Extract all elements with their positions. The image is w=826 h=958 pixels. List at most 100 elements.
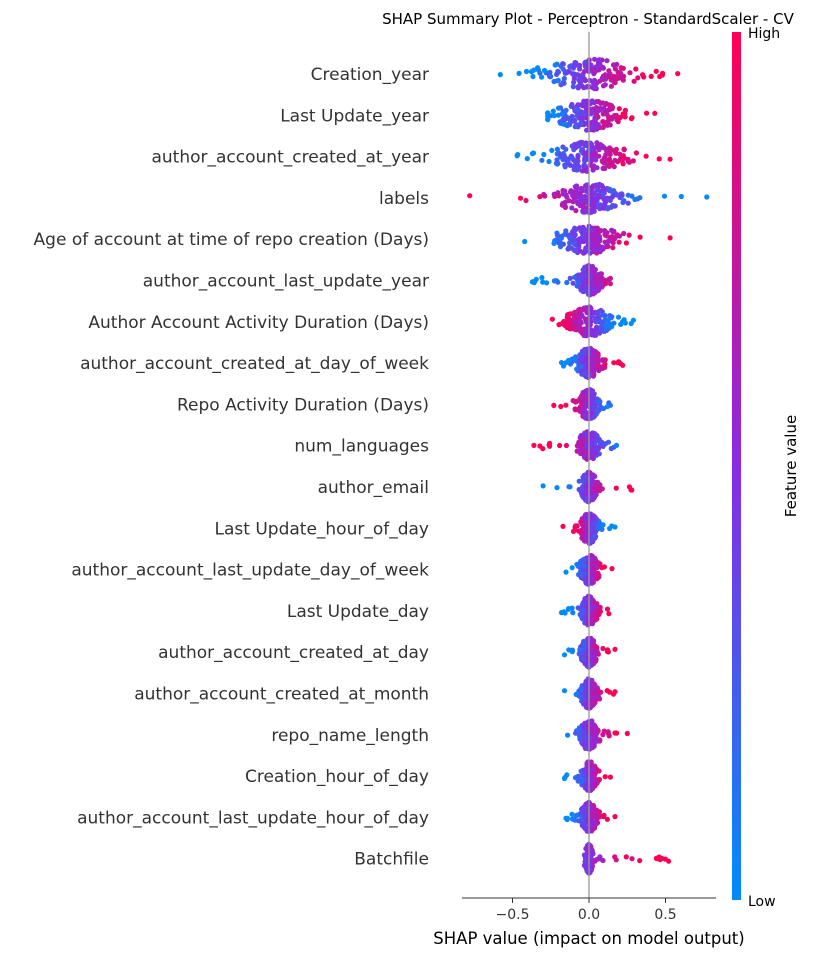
shap-point [580,697,586,703]
shap-point [606,163,612,169]
shap-point [592,192,599,198]
shap-point [572,188,578,194]
shap-point [583,579,589,585]
feature-points [558,593,612,628]
shap-point [627,70,633,76]
shap-point [578,357,584,363]
shap-point [583,227,590,233]
colorbar-label: Feature value [782,415,800,517]
shap-point [595,357,601,364]
shap-point [589,578,595,584]
shap-point [590,487,597,493]
shap-point [537,194,543,200]
shap-point [570,280,576,286]
shap-point [593,182,599,189]
shap-point [589,389,595,395]
shap-point [540,446,546,452]
feature-points [531,429,620,462]
shap-point [611,79,617,85]
shap-point [604,122,611,128]
shap-point [607,525,613,532]
shap-point [563,442,570,449]
shap-point [578,488,584,494]
shap-point [621,146,627,152]
shap-point [580,557,586,563]
feature-label: author_account_created_at_day [158,643,429,663]
shap-point [567,484,573,490]
shap-point [584,449,590,455]
shap-point [599,439,605,445]
shap-point [653,68,659,74]
shap-point [576,478,582,484]
shap-point [573,106,580,113]
shap-point [576,307,582,313]
shap-point [582,489,588,495]
shap-point [592,492,598,498]
shap-point [590,404,597,411]
shap-point [587,77,593,84]
shap-point [582,329,588,335]
shap-point [589,243,595,249]
shap-point [609,116,615,122]
shap-point [531,442,537,448]
shap-point [614,192,620,198]
feature-label: author_account_last_update_year [143,272,429,292]
shap-point [582,564,588,570]
shap-point [598,142,604,148]
shap-point [592,604,598,610]
colorbar-high-label: High [748,26,780,42]
shap-point [604,230,610,236]
shap-point [591,638,597,644]
shap-point [569,155,575,161]
shap-point [569,649,575,655]
shap-point [581,656,587,662]
shap-point [593,157,599,163]
shap-point [609,189,615,195]
shap-point [613,857,619,863]
shap-point [616,359,622,365]
shap-point [600,358,606,364]
shap-point [597,236,603,242]
shap-point [572,406,578,412]
shap-point [600,857,606,864]
shap-point [589,560,595,566]
shap-point [564,772,570,778]
feature-points [565,718,630,752]
shap-point [588,209,595,215]
shap-point [606,156,613,162]
feature-label: author_account_created_at_day_of_week [80,354,429,374]
shap-point [613,74,619,80]
shap-point [603,322,609,328]
feature-label: Last Update_year [280,106,429,126]
shap-point [604,606,611,612]
shap-point [579,230,586,236]
shap-point [599,246,605,252]
shap-point [607,197,613,203]
shap-point [555,112,562,118]
shap-point [575,102,581,108]
shap-point [562,203,568,209]
colorbar [732,32,741,900]
shap-point [675,71,681,77]
shap-point [578,120,584,126]
shap-point [622,111,628,117]
feature-points [545,98,658,133]
shap-point [648,73,654,79]
shap-point [551,113,557,119]
shap-point [575,83,582,90]
shap-point [598,271,605,277]
shap-point [557,244,564,250]
x-tick-label: 0.5 [654,907,676,923]
colorbar-low-label: Low [748,894,776,910]
shap-point [589,163,595,169]
shap-point [656,156,662,162]
shap-point [591,521,597,527]
shap-point [610,62,617,68]
shap-point [551,402,557,408]
shap-point [582,142,588,149]
shap-point [633,150,640,156]
shap-point [588,231,594,237]
shap-point [600,522,606,528]
shap-point [616,239,622,245]
